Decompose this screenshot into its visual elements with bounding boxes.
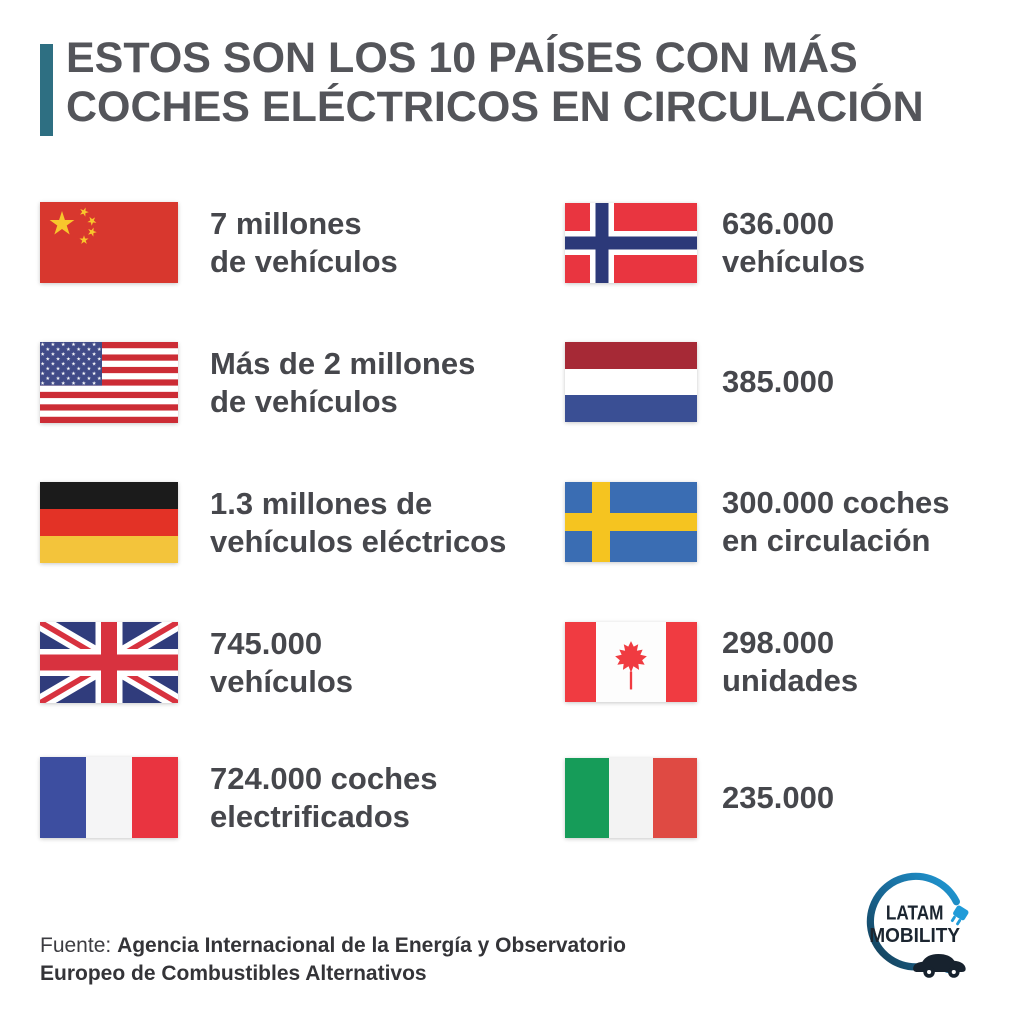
- uk-flag-icon: [40, 622, 178, 703]
- entry-label: 745.000 vehículos: [210, 625, 353, 701]
- entry-line-2: unidades: [722, 663, 859, 698]
- entry-label: 235.000: [722, 779, 834, 817]
- entry-line-2: vehículos eléctricos: [210, 523, 507, 559]
- source-line-1: Fuente: Agencia Internacional de la Ener…: [40, 932, 626, 960]
- page-title: ESTOS SON LOS 10 PAÍSES CON MÁS COCHES E…: [66, 34, 924, 132]
- car-icon: [913, 954, 966, 978]
- country-row-usa: Más de 2 millones de vehículos: [40, 342, 475, 423]
- country-row-china: 7 millones de vehículos: [40, 202, 398, 283]
- entry-label: 636.000 vehículos: [722, 205, 865, 281]
- country-row-canada: 298.000 unidades: [565, 622, 858, 702]
- source-bold-2: Europeo de Combustibles Alternativos: [40, 962, 427, 985]
- country-row-netherlands: 385.000: [565, 342, 834, 422]
- entry-line-1: 385.000: [722, 364, 835, 399]
- source-line-2: Europeo de Combustibles Alternativos: [40, 960, 626, 988]
- country-row-france: 724.000 coches electrificados: [40, 757, 438, 838]
- entry-line-1: 235.000: [722, 780, 835, 815]
- entry-line-2: vehículos: [722, 244, 865, 279]
- entry-line-1: Más de 2 millones: [210, 345, 476, 381]
- logo-text-mobility: MOBILITY: [869, 924, 960, 947]
- entry-line-1: 745.000: [210, 625, 323, 661]
- title-line-1: ESTOS SON LOS 10 PAÍSES CON MÁS: [66, 34, 858, 82]
- entry-line-2: de vehículos: [210, 383, 398, 419]
- entry-label: Más de 2 millones de vehículos: [210, 345, 475, 421]
- title-accent-bar: [40, 44, 53, 136]
- entry-label: 298.000 unidades: [722, 624, 858, 700]
- usa-flag-icon: [40, 342, 178, 423]
- entry-line-2: en circulación: [722, 523, 931, 558]
- norway-flag-icon: [565, 203, 697, 283]
- country-row-norway: 636.000 vehículos: [565, 203, 865, 283]
- entry-line-1: 300.000 coches: [722, 485, 950, 520]
- entry-label: 300.000 coches en circulación: [722, 484, 950, 560]
- canada-flag-icon: [565, 622, 697, 702]
- source-bold-1: Agencia Internacional de la Energía y Ob…: [117, 934, 626, 957]
- entry-line-1: 298.000: [722, 625, 835, 660]
- sweden-flag-icon: [565, 482, 697, 562]
- country-row-germany: 1.3 millones de vehículos eléctricos: [40, 482, 506, 563]
- source-note: Fuente: Agencia Internacional de la Ener…: [40, 932, 626, 988]
- entry-line-2: de vehículos: [210, 243, 398, 279]
- entry-label: 724.000 coches electrificados: [210, 760, 438, 836]
- italy-flag-icon: [565, 758, 697, 838]
- title-line-2: COCHES ELÉCTRICOS EN CIRCULACIÓN: [66, 83, 924, 131]
- country-row-italy: 235.000: [565, 758, 834, 838]
- france-flag-icon: [40, 757, 178, 838]
- entry-line-1: 636.000: [722, 206, 835, 241]
- latam-mobility-logo: LATAM MOBILITY: [866, 872, 969, 978]
- entry-line-1: 1.3 millones de: [210, 485, 433, 521]
- plug-icon: [950, 905, 969, 926]
- entry-label: 1.3 millones de vehículos eléctricos: [210, 485, 506, 561]
- china-flag-icon: [40, 202, 178, 283]
- entry-line-1: 724.000 coches: [210, 760, 438, 796]
- entry-line-2: vehículos: [210, 663, 353, 699]
- logo-text-latam: LATAM: [886, 902, 944, 925]
- netherlands-flag-icon: [565, 342, 697, 422]
- entry-label: 7 millones de vehículos: [210, 205, 398, 281]
- source-prefix: Fuente:: [40, 934, 112, 957]
- entry-line-1: 7 millones: [210, 205, 362, 241]
- entry-label: 385.000: [722, 363, 834, 401]
- country-row-uk: 745.000 vehículos: [40, 622, 353, 703]
- germany-flag-icon: [40, 482, 178, 563]
- country-row-sweden: 300.000 coches en circulación: [565, 482, 950, 562]
- entry-line-2: electrificados: [210, 798, 410, 834]
